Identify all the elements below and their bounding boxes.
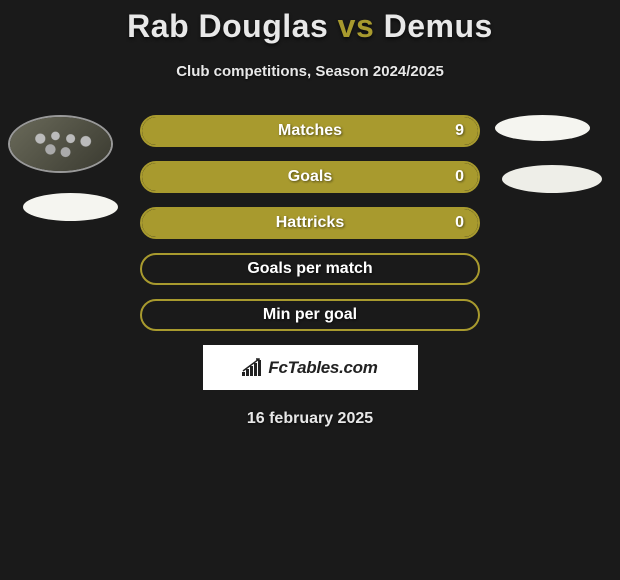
- page-title: Rab Douglas vs Demus: [0, 0, 620, 45]
- stat-value: 9: [455, 117, 464, 145]
- stat-row: Min per goal: [140, 299, 480, 331]
- team-photo-placeholder: [10, 117, 111, 171]
- subtitle: Club competitions, Season 2024/2025: [0, 63, 620, 80]
- title-player2: Demus: [384, 8, 493, 44]
- stat-row: Goals0: [140, 161, 480, 193]
- stat-label: Min per goal: [142, 301, 478, 329]
- stat-row: Matches9: [140, 115, 480, 147]
- brand-text: FcTables.com: [268, 358, 377, 378]
- stat-label: Goals per match: [142, 255, 478, 283]
- stat-row: Goals per match: [140, 253, 480, 285]
- brand-part3: .com: [339, 358, 377, 377]
- brand-part1: Fc: [268, 358, 287, 377]
- player1-avatar: [8, 115, 113, 173]
- stat-value: 0: [455, 209, 464, 237]
- brand-part2: Tables: [288, 358, 339, 377]
- player2-avatar-pill: [495, 115, 590, 141]
- stat-value: 0: [455, 163, 464, 191]
- content-area: Matches9Goals0Hattricks0Goals per matchM…: [0, 115, 620, 428]
- bar-chart-icon: [242, 358, 264, 378]
- stat-row: Hattricks0: [140, 207, 480, 239]
- brand-box[interactable]: FcTables.com: [203, 345, 418, 390]
- title-player1: Rab Douglas: [127, 8, 328, 44]
- date-line: 16 february 2025: [0, 410, 620, 428]
- player1-name-pill: [23, 193, 118, 221]
- player2-name-pill: [502, 165, 602, 193]
- stat-label: Goals: [142, 163, 478, 191]
- stat-rows: Matches9Goals0Hattricks0Goals per matchM…: [140, 115, 480, 331]
- stat-label: Hattricks: [142, 209, 478, 237]
- stat-label: Matches: [142, 117, 478, 145]
- title-connector: vs: [328, 8, 383, 44]
